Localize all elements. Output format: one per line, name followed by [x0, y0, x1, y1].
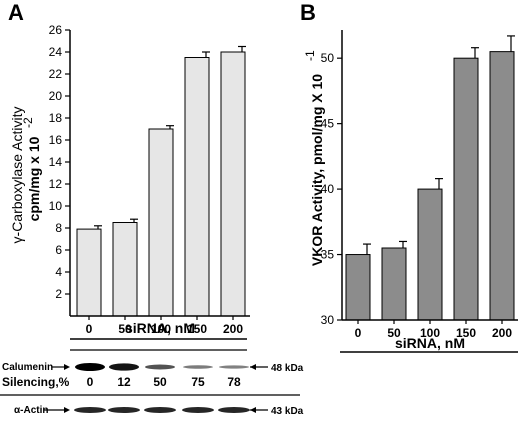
panel-b-bar: [453, 57, 479, 321]
panel-a-x-tick-label: 150: [187, 322, 207, 336]
silencing-values: 0 12 50 75 78: [87, 375, 241, 389]
panel-a-y-tick-label: 16: [49, 133, 63, 147]
actin-kda-arrowhead: [250, 407, 256, 413]
panel-b-bar: [489, 51, 515, 321]
calumenin-band: [109, 363, 139, 371]
calumenin-label: Calumenin: [2, 362, 53, 373]
panel-a-y-tick-label: 6: [55, 243, 62, 257]
panel-a-x-tick-label: 0: [86, 322, 93, 336]
actin-band: [144, 407, 176, 413]
panel-a-bar: [148, 128, 174, 317]
panel-b-y-ticks: 30 35 40 45 50: [321, 51, 342, 327]
calumenin-band: [219, 365, 249, 369]
panel-a-y-tick-label: 10: [49, 199, 63, 213]
panel-a-x-tick-label: 200: [223, 322, 243, 336]
panel-b-y-tick-label: 50: [321, 51, 335, 65]
panel-b-letter: B: [300, 0, 316, 25]
panel-b-bar: [345, 254, 371, 321]
calumenin-kda-label: 48 kDa: [271, 363, 304, 374]
actin-bands: [74, 407, 250, 413]
panel-a-bars: [76, 45, 246, 317]
calumenin-kda-arrowhead: [250, 364, 256, 370]
panel-b-bar: [381, 247, 407, 321]
actin-arrowhead: [64, 407, 70, 413]
actin-band: [218, 407, 250, 413]
panel-b-y-tick-label: 45: [321, 117, 335, 131]
panel-a-y-tick-label: 2: [55, 287, 62, 301]
panel-a-y-tick-label: 20: [49, 89, 63, 103]
panel-b-bar: [417, 188, 443, 321]
panel-a-y-tick-label: 22: [49, 67, 63, 81]
panel-a-y-tick-label: 24: [49, 45, 63, 59]
panel-a-y-tick-label: 14: [49, 155, 63, 169]
western-blot: Calumenin 48 kDa Silencing,% 0 12 50 75 78 α…: [0, 349, 304, 417]
calumenin-bands: [75, 363, 249, 371]
panel-a-y-tick-label: 12: [49, 177, 63, 191]
panel-b-x-tick-label: 50: [387, 326, 401, 340]
panel-b-bars: [345, 35, 515, 321]
panel-b-x-tick-label: 100: [420, 326, 440, 340]
silencing-value: 78: [227, 375, 241, 389]
panel-a-x-tick-label: 50: [118, 322, 132, 336]
panel-a-bar: [220, 51, 246, 317]
calumenin-band: [183, 365, 213, 369]
panel-a-x-tick-label: 100: [151, 322, 171, 336]
panel-b-x-label: siRNA, nM: [395, 335, 465, 351]
panel-b-y-tick-label: 35: [321, 248, 335, 262]
panel-a-y-tick-label: 8: [55, 221, 62, 235]
panel-a-x-ticks: 0 50 100 150 200: [86, 316, 243, 336]
actin-band: [182, 407, 214, 413]
silencing-label: Silencing,%: [2, 375, 70, 389]
calumenin-arrowhead: [64, 364, 70, 370]
calumenin-band: [145, 364, 175, 370]
panel-b-y-tick-label: 40: [321, 182, 335, 196]
calumenin-band: [75, 363, 105, 371]
silencing-value: 0: [87, 375, 94, 389]
panel-a-y-label-exponent: -2: [21, 117, 35, 128]
panel-a-y-label-line1: γ-Carboxylase Activity: [9, 107, 25, 244]
panel-a-bar: [76, 228, 102, 317]
panel-b-x-ticks: 0 50 100 150 200: [355, 320, 512, 340]
panel-b-x-tick-label: 150: [456, 326, 476, 340]
panel-b-y-label-text: VKOR Activity, pmol/mg X 10: [309, 74, 325, 266]
silencing-value: 12: [117, 375, 131, 389]
actin-label: α-Actin: [14, 405, 48, 416]
silencing-value: 75: [191, 375, 205, 389]
panel-b-x-tick-label: 0: [355, 326, 362, 340]
panel-b-y-label-exponent: -1: [303, 50, 317, 61]
actin-band: [74, 407, 106, 413]
silencing-value: 50: [153, 375, 167, 389]
panel-a-y-tick-label: 26: [49, 23, 63, 37]
panel-a-x-label: siRNA, nM: [125, 320, 195, 336]
panel-b-x-tick-label: 200: [492, 326, 512, 340]
panel-a-bar: [184, 57, 210, 317]
actin-kda-label: 43 kDa: [271, 406, 304, 417]
panel-a-y-label: γ-Carboxylase Activity cpm/mg x 10 -2: [9, 107, 42, 244]
panel-b-y-tick-label: 30: [321, 313, 335, 327]
panel-a-y-tick-label: 18: [49, 111, 63, 125]
panel-a-letter: A: [8, 0, 24, 25]
panel-a-bar: [112, 222, 138, 317]
panel-a-y-tick-label: 4: [55, 265, 62, 279]
actin-band: [108, 407, 140, 413]
panel-a-y-label-line2: cpm/mg x 10: [26, 136, 42, 221]
panel-b-y-label: VKOR Activity, pmol/mg X 10 -1: [303, 50, 325, 266]
panel-b-chart: B 30 35 40 45 50 0 50 100 150 200 siRNA, nM VKOR…: [300, 0, 518, 353]
